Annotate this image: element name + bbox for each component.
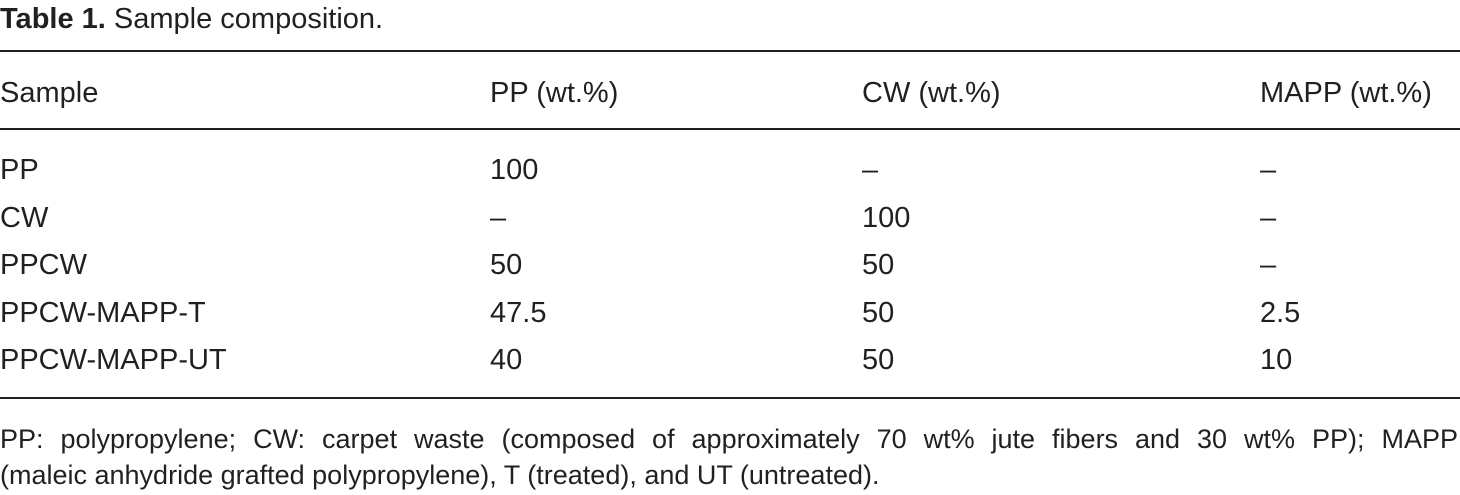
cell: 2.5 [1260,296,1301,329]
row-label: PPCW-MAPP-T [0,296,206,329]
cell: 40 [490,344,523,376]
cell: 50 [862,296,895,329]
top-rule [0,50,1460,52]
cell: 100 [862,201,911,234]
bottom-rule [0,397,1460,399]
footnote-line: (maleic anhydride grafted polypropylene)… [0,460,880,490]
cell: 50 [862,344,895,376]
cell: 50 [862,249,895,281]
cell: 10 [1260,344,1293,376]
row-label: PPCW-MAPP-UT [0,344,227,376]
cell: 100 [490,154,539,186]
column-header: PP (wt.%) [490,77,619,109]
cell: 50 [490,249,523,281]
column-header: CW (wt.%) [862,77,1001,109]
row-label: PP [0,154,39,186]
cell: 47.5 [490,296,547,329]
column-header: MAPP (wt.%) [1260,77,1432,109]
caption: Table 1. Sample composition. [0,2,383,36]
cell: – [862,154,879,186]
cell: – [1260,154,1277,186]
caption-label: Table 1. [0,3,106,35]
caption-text: Sample composition. [113,3,384,35]
header-rule [0,128,1460,130]
cell: – [1260,201,1277,234]
footnote-line: PP: polypropylene; CW: carpet waste (com… [0,424,1458,454]
cell: – [1260,249,1277,281]
row-label: PPCW [0,249,87,281]
row-label: CW [0,201,49,234]
column-header: Sample [0,77,99,109]
cell: – [490,201,507,234]
